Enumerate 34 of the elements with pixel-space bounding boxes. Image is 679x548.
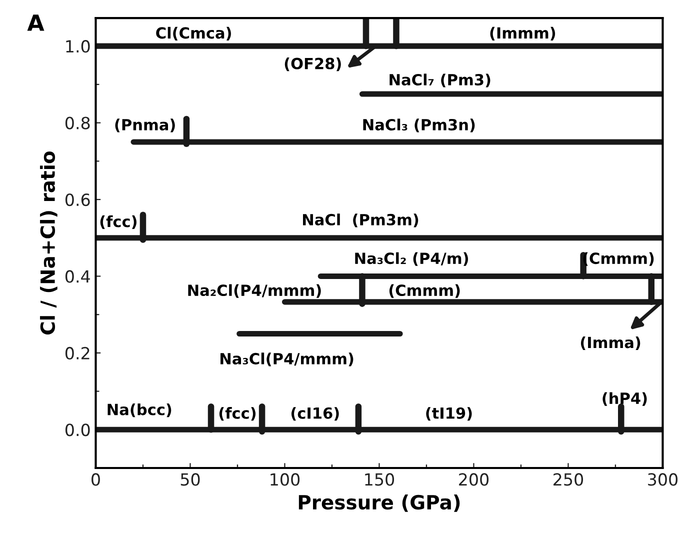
annotation: (fcc) [100,215,136,230]
y-tick-label: 0.6 [65,193,90,206]
annotation: (cI16) [291,407,339,421]
annotation: Na₂Cl(P4/mmm) [188,284,321,298]
x-tick-label: 300 [648,473,678,486]
x-tick-label: 50 [180,473,200,486]
annotation: NaCl (Pm3m) [303,214,418,228]
annotation: (tI19) [426,407,472,421]
annotation: NaCl₃ (Pm3n) [363,118,475,132]
y-tick-label: 0.8 [65,116,90,130]
annotation: NaCl₇ (Pm3) [390,74,490,88]
x-tick-label: 150 [365,473,394,486]
x-axis-title: Pressure (GPa) [298,494,460,512]
x-tick-label: 200 [459,473,489,486]
annotation: Na₃Cl₂ (P4/m) [355,252,468,266]
text: A [27,14,44,31]
annotation: Na₃Cl(P4/mmm) [220,352,354,366]
annotation: Na(bcc) [108,403,172,418]
y-tick-label: 0.0 [65,424,90,436]
y-tick-label: 0.4 [65,270,90,283]
y-axis-title: Cl / (Na+Cl) ratio [40,151,58,334]
annotation: (hP4) [602,392,647,406]
annotation: (OF28) [284,58,341,72]
annotation: (Immm) [490,26,556,41]
x-tick-label: 100 [270,473,300,486]
x-tick-label: 250 [554,473,584,486]
annotation: (Cmmm) [389,284,460,298]
y-tick-label: 0.2 [65,346,90,360]
x-tick-label: 0 [92,473,100,486]
annotation: (Pnma) [115,118,175,132]
annotation: (fcc) [219,407,256,421]
annotation: Cl(Cmca) [156,26,231,41]
y-tick-label: 1.0 [66,40,90,53]
annotation: (Imma) [580,336,640,350]
